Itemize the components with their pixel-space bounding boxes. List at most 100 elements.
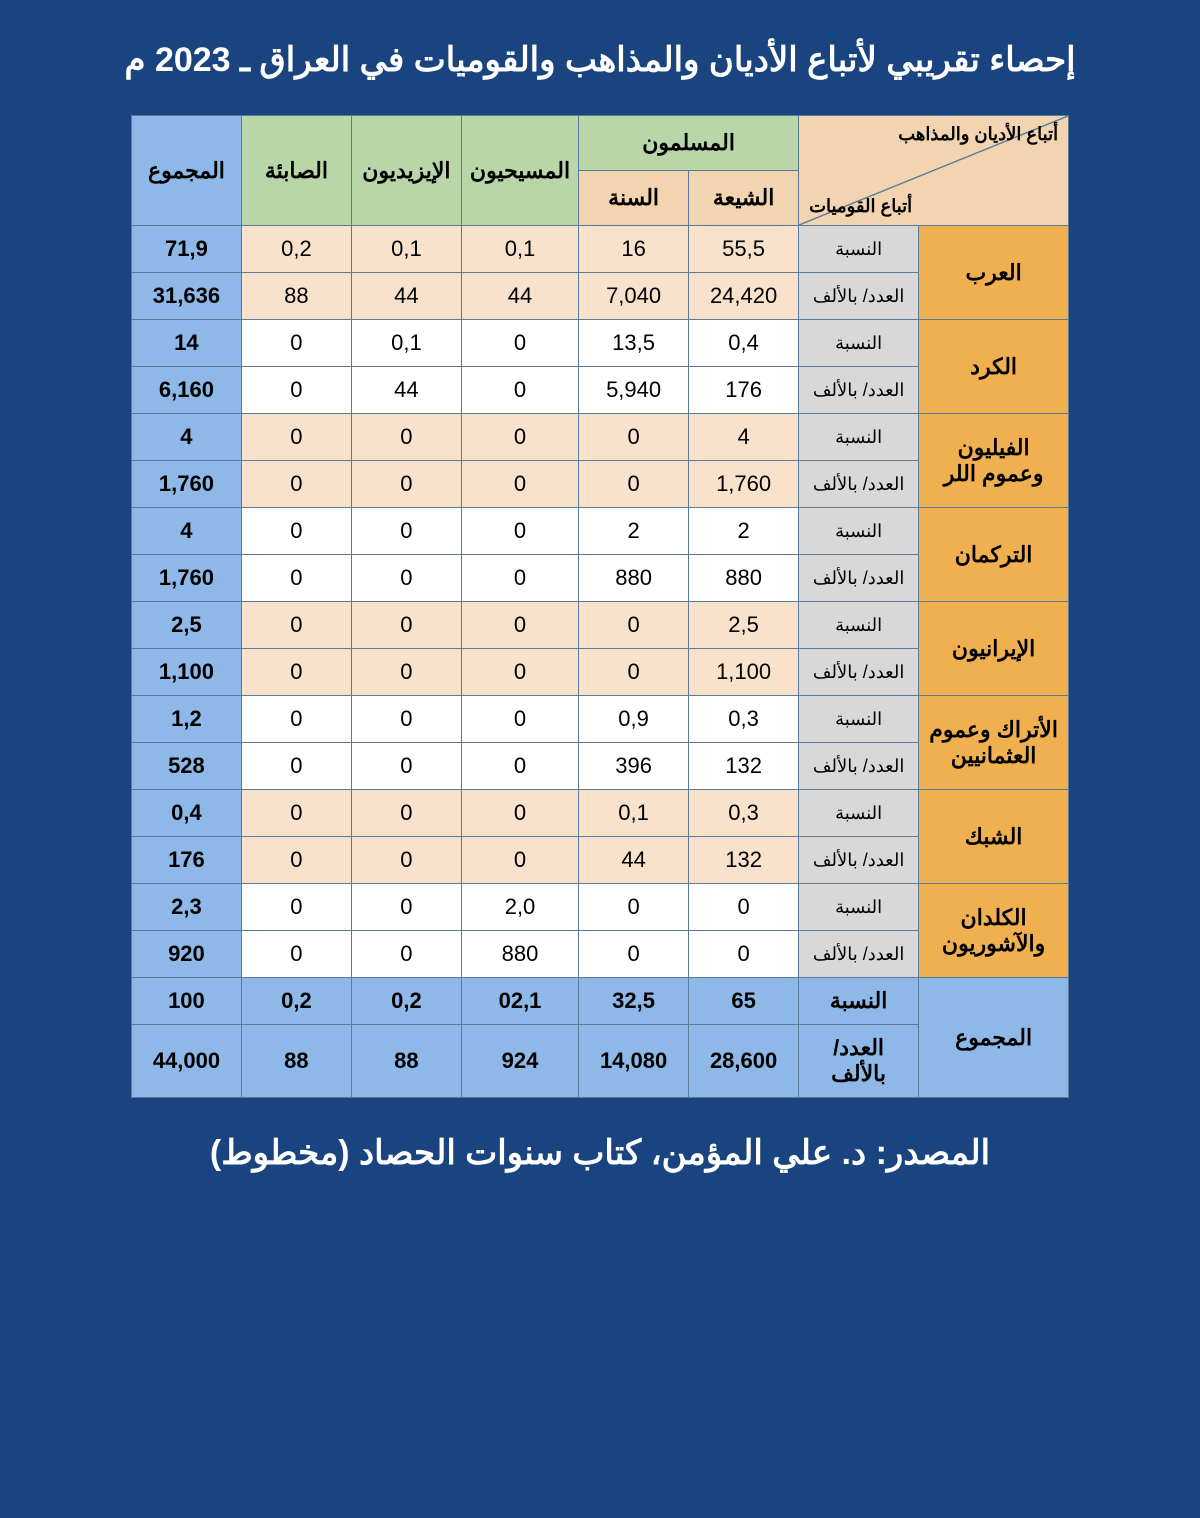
data-cell: 0 bbox=[351, 555, 461, 602]
data-cell: 0 bbox=[689, 931, 799, 978]
data-cell: 396 bbox=[579, 743, 689, 790]
data-cell: 0 bbox=[241, 367, 351, 414]
data-cell: 0 bbox=[461, 837, 578, 884]
diag-bot-label: أتباع القوميات bbox=[809, 196, 1058, 217]
ethnicity-label: المجموع bbox=[919, 978, 1069, 1098]
ethnicity-label: التركمان bbox=[919, 508, 1069, 602]
data-cell: 88 bbox=[241, 1025, 351, 1098]
table-container: أتباع الأديان والمذاهب أتباع القوميات ال… bbox=[131, 115, 1069, 1098]
data-cell: 4 bbox=[131, 414, 241, 461]
data-cell: 2,0 bbox=[461, 884, 578, 931]
data-cell: 02,1 bbox=[461, 978, 578, 1025]
data-cell: 2 bbox=[689, 508, 799, 555]
data-cell: 0 bbox=[351, 696, 461, 743]
data-cell: 31,636 bbox=[131, 273, 241, 320]
row-type-count: العدد/ بالألف bbox=[799, 461, 919, 508]
source-citation: المصدر: د. علي المؤمن، كتاب سنوات الحصاد… bbox=[210, 1133, 990, 1173]
diagonal-header: أتباع الأديان والمذاهب أتباع القوميات bbox=[799, 116, 1069, 226]
data-cell: 0,1 bbox=[579, 790, 689, 837]
data-cell: 0 bbox=[351, 602, 461, 649]
data-cell: 14 bbox=[131, 320, 241, 367]
data-cell: 0 bbox=[241, 649, 351, 696]
data-cell: 44 bbox=[461, 273, 578, 320]
row-type-ratio: النسبة bbox=[799, 226, 919, 273]
data-cell: 0,2 bbox=[351, 978, 461, 1025]
header-muslims: المسلمون bbox=[579, 116, 799, 171]
row-type-ratio: النسبة bbox=[799, 320, 919, 367]
data-cell: 13,5 bbox=[579, 320, 689, 367]
data-cell: 0,4 bbox=[689, 320, 799, 367]
data-cell: 7,040 bbox=[579, 273, 689, 320]
data-cell: 0,1 bbox=[461, 226, 578, 273]
data-cell: 0 bbox=[579, 414, 689, 461]
data-cell: 5,940 bbox=[579, 367, 689, 414]
row-type-count: العدد/ بالألف bbox=[799, 555, 919, 602]
data-cell: 2,5 bbox=[689, 602, 799, 649]
row-type-count: العدد/ بالألف bbox=[799, 743, 919, 790]
data-cell: 0 bbox=[461, 461, 578, 508]
data-cell: 65 bbox=[689, 978, 799, 1025]
row-type-ratio: النسبة bbox=[799, 978, 919, 1025]
data-cell: 176 bbox=[131, 837, 241, 884]
data-cell: 0 bbox=[461, 649, 578, 696]
data-cell: 0 bbox=[241, 837, 351, 884]
data-cell: 0 bbox=[241, 320, 351, 367]
row-type-count: العدد/ بالألف bbox=[799, 273, 919, 320]
data-cell: 880 bbox=[579, 555, 689, 602]
data-cell: 0 bbox=[461, 555, 578, 602]
ethnicity-label: الإيرانيون bbox=[919, 602, 1069, 696]
data-cell: 44,000 bbox=[131, 1025, 241, 1098]
data-cell: 100 bbox=[131, 978, 241, 1025]
data-cell: 32,5 bbox=[579, 978, 689, 1025]
data-cell: 88 bbox=[241, 273, 351, 320]
data-cell: 924 bbox=[461, 1025, 578, 1098]
data-cell: 0 bbox=[351, 931, 461, 978]
data-cell: 0 bbox=[351, 790, 461, 837]
data-cell: 0 bbox=[461, 414, 578, 461]
data-cell: 528 bbox=[131, 743, 241, 790]
row-type-ratio: النسبة bbox=[799, 696, 919, 743]
data-cell: 0 bbox=[351, 837, 461, 884]
row-type-ratio: النسبة bbox=[799, 602, 919, 649]
data-cell: 1,760 bbox=[131, 461, 241, 508]
data-cell: 0 bbox=[579, 884, 689, 931]
data-cell: 24,420 bbox=[689, 273, 799, 320]
data-cell: 0 bbox=[579, 602, 689, 649]
data-cell: 0 bbox=[461, 790, 578, 837]
data-cell: 920 bbox=[131, 931, 241, 978]
row-type-count: العدد/ بالألف bbox=[799, 931, 919, 978]
data-cell: 0,2 bbox=[241, 226, 351, 273]
ethnicity-label: الأتراك وعموم العثمانيين bbox=[919, 696, 1069, 790]
data-cell: 0 bbox=[351, 508, 461, 555]
data-cell: 71,9 bbox=[131, 226, 241, 273]
data-cell: 0,9 bbox=[579, 696, 689, 743]
diag-top-label: أتباع الأديان والمذاهب bbox=[809, 124, 1058, 145]
data-cell: 0 bbox=[351, 884, 461, 931]
row-type-count: العدد/ بالألف bbox=[799, 649, 919, 696]
ethnicity-label: الكلدان والآشوريون bbox=[919, 884, 1069, 978]
data-cell: 0,3 bbox=[689, 696, 799, 743]
header-yazidis: الإيزيديون bbox=[351, 116, 461, 226]
data-cell: 0,4 bbox=[131, 790, 241, 837]
data-cell: 0 bbox=[461, 367, 578, 414]
ethnicity-label: العرب bbox=[919, 226, 1069, 320]
row-type-count: العدد/ بالألف bbox=[799, 367, 919, 414]
header-sunni: السنة bbox=[579, 171, 689, 226]
data-cell: 1,760 bbox=[131, 555, 241, 602]
data-cell: 14,080 bbox=[579, 1025, 689, 1098]
data-cell: 0 bbox=[241, 884, 351, 931]
row-type-ratio: النسبة bbox=[799, 508, 919, 555]
data-cell: 132 bbox=[689, 743, 799, 790]
header-shia: الشيعة bbox=[689, 171, 799, 226]
data-cell: 0 bbox=[241, 508, 351, 555]
data-cell: 0 bbox=[351, 743, 461, 790]
data-cell: 0,1 bbox=[351, 226, 461, 273]
data-cell: 0 bbox=[241, 931, 351, 978]
ethnicity-label: الفيليون وعموم اللر bbox=[919, 414, 1069, 508]
data-cell: 0 bbox=[241, 555, 351, 602]
data-cell: 2 bbox=[579, 508, 689, 555]
row-type-ratio: النسبة bbox=[799, 414, 919, 461]
data-cell: 55,5 bbox=[689, 226, 799, 273]
page-title: إحصاء تقريبي لأتباع الأديان والمذاهب وال… bbox=[124, 40, 1075, 80]
data-cell: 16 bbox=[579, 226, 689, 273]
